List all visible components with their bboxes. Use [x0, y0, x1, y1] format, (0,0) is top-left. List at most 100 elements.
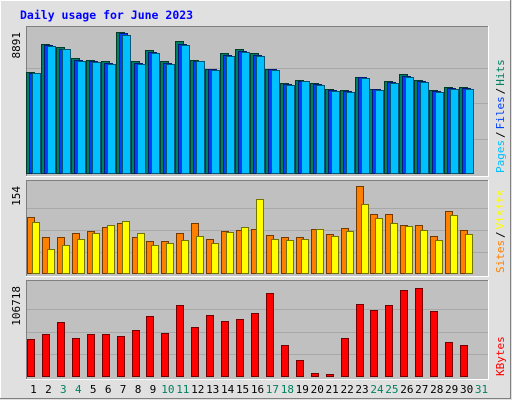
- bar-visits-sites-day-19: [301, 239, 309, 274]
- bar-visits-sites-day-6: [107, 225, 115, 274]
- bar-kbytes-kbytes-day-3: [57, 322, 65, 377]
- bar-kbytes-kbytes-day-27: [415, 288, 423, 377]
- bar-hits-pages-day-12: [196, 61, 205, 174]
- legend-kbytes: KBytes: [494, 336, 507, 376]
- bar-visits-sites-day-23: [361, 204, 369, 274]
- panel-kbytes: 106718 KBytes: [10, 280, 507, 380]
- bar-hits-pages-day-28: [435, 92, 444, 174]
- bar-hits-pages-day-10: [166, 64, 175, 174]
- bar-hits-pages-day-22: [346, 92, 355, 174]
- x-tick-label-day-30: 30: [460, 383, 473, 396]
- bar-kbytes-kbytes-day-12: [191, 327, 199, 377]
- bar-hits-pages-day-6: [107, 64, 116, 174]
- bar-hits-pages-day-5: [92, 62, 101, 174]
- legend-files: Files: [494, 96, 507, 129]
- x-tick-label-day-13: 13: [206, 383, 219, 396]
- bar-hits-pages-day-11: [181, 45, 190, 174]
- x-tick-label-day-10: 10: [161, 383, 174, 396]
- bar-kbytes-kbytes-day-23: [356, 304, 364, 377]
- bar-visits-sites-day-17: [271, 239, 279, 274]
- bar-kbytes-kbytes-day-14: [221, 321, 229, 377]
- x-tick-label-day-20: 20: [311, 383, 324, 396]
- bar-hits-pages-day-19: [301, 81, 310, 174]
- x-tick-label-day-27: 27: [415, 383, 428, 396]
- x-axis-labels: 1 2 3 4 5 6 7 8 9 10 11 12 13 14 15 16 17 18 19 20 21 22 23 24 2…: [30, 383, 488, 396]
- bar-kbytes-kbytes-day-26: [400, 290, 408, 377]
- chart-panels: 8891Pages/Files/Hits154Sites/Visits10671…: [10, 26, 507, 380]
- bar-kbytes-kbytes-day-20: [311, 373, 319, 377]
- x-tick-label-day-2: 2: [45, 383, 52, 396]
- bar-visits-sites-day-24: [375, 218, 383, 274]
- bar-visits-sites-day-18: [286, 240, 294, 274]
- bar-visits-sites-day-14: [226, 232, 234, 274]
- bar-kbytes-kbytes-day-5: [87, 334, 95, 377]
- bar-visits-sites-day-20: [316, 229, 324, 274]
- bar-hits-pages-day-23: [361, 78, 370, 174]
- bar-kbytes-kbytes-day-2: [42, 334, 50, 377]
- x-tick-label-day-19: 19: [296, 383, 309, 396]
- bar-visits-sites-day-5: [92, 233, 100, 274]
- legend-separator: /: [494, 231, 507, 238]
- bar-hits-pages-day-26: [405, 77, 414, 174]
- bar-visits-sites-day-2: [47, 249, 55, 274]
- x-tick-label-day-4: 4: [75, 383, 82, 396]
- bar-kbytes-kbytes-day-1: [27, 339, 35, 377]
- bar-hits-pages-day-1: [32, 73, 41, 174]
- bar-visits-sites-day-8: [137, 233, 145, 274]
- bar-hits-pages-day-29: [450, 89, 459, 174]
- bar-hits-pages-day-17: [271, 70, 280, 174]
- bar-visits-sites-day-1: [32, 222, 40, 274]
- bar-kbytes-kbytes-day-13: [206, 315, 214, 377]
- panel-visits: 154 Sites /Visits: [10, 180, 507, 277]
- x-tick-label-day-28: 28: [430, 383, 443, 396]
- legend-separator: /: [494, 88, 507, 95]
- x-tick-label-day-16: 16: [251, 383, 264, 396]
- bar-visits-sites-day-12: [196, 236, 204, 274]
- panel-kbytes-max-label: 106718: [10, 286, 23, 326]
- bar-hits-pages-day-4: [77, 61, 86, 174]
- bar-kbytes-kbytes-day-22: [341, 338, 349, 377]
- bar-hits-pages-day-3: [62, 49, 71, 174]
- legend-pages: Pages: [494, 140, 507, 173]
- bar-visits-sites-day-11: [181, 240, 189, 274]
- x-tick-label-day-12: 12: [191, 383, 204, 396]
- bar-visits-sites-day-28: [435, 240, 443, 274]
- bar-visits-sites-day-13: [211, 243, 219, 274]
- x-tick-label-day-22: 22: [340, 383, 353, 396]
- bar-hits-pages-day-15: [241, 52, 250, 174]
- bar-kbytes-kbytes-day-4: [72, 338, 80, 377]
- bar-hits-pages-day-24: [375, 90, 384, 174]
- bar-kbytes-kbytes-day-28: [430, 311, 438, 377]
- panel-hits-max-label: 8891: [10, 32, 23, 59]
- bar-kbytes-kbytes-day-7: [117, 336, 125, 377]
- legend-hits: Hits: [494, 59, 507, 86]
- bar-hits-pages-day-7: [122, 35, 131, 174]
- bar-kbytes-kbytes-day-24: [370, 310, 378, 377]
- x-tick-label-day-29: 29: [445, 383, 458, 396]
- x-tick-label-day-8: 8: [135, 383, 142, 396]
- bar-hits-pages-day-8: [137, 64, 146, 174]
- x-tick-label-day-26: 26: [400, 383, 413, 396]
- bar-visits-sites-day-16: [256, 199, 264, 274]
- bar-hits-pages-day-2: [47, 46, 56, 174]
- bar-visits-sites-day-15: [241, 227, 249, 274]
- x-tick-label-day-1: 1: [30, 383, 37, 396]
- bar-kbytes-kbytes-day-21: [326, 374, 334, 377]
- bar-kbytes-kbytes-day-9: [146, 316, 154, 377]
- bar-hits-pages-day-27: [420, 82, 429, 174]
- bar-kbytes-kbytes-day-18: [281, 345, 289, 377]
- x-tick-label-day-25: 25: [385, 383, 398, 396]
- x-tick-label-day-9: 9: [150, 383, 157, 396]
- bar-visits-sites-day-29: [450, 215, 458, 274]
- bar-kbytes-kbytes-day-19: [296, 360, 304, 377]
- bar-hits-pages-day-20: [316, 85, 325, 174]
- bar-visits-sites-day-26: [405, 226, 413, 274]
- legend-visits: Visits: [494, 190, 507, 230]
- bar-hits-pages-day-16: [256, 56, 265, 174]
- x-tick-label-day-6: 6: [105, 383, 112, 396]
- x-tick-label-day-15: 15: [236, 383, 249, 396]
- x-tick-label-day-11: 11: [176, 383, 189, 396]
- bar-hits-pages-day-18: [286, 85, 295, 174]
- bar-hits-pages-day-13: [211, 70, 220, 174]
